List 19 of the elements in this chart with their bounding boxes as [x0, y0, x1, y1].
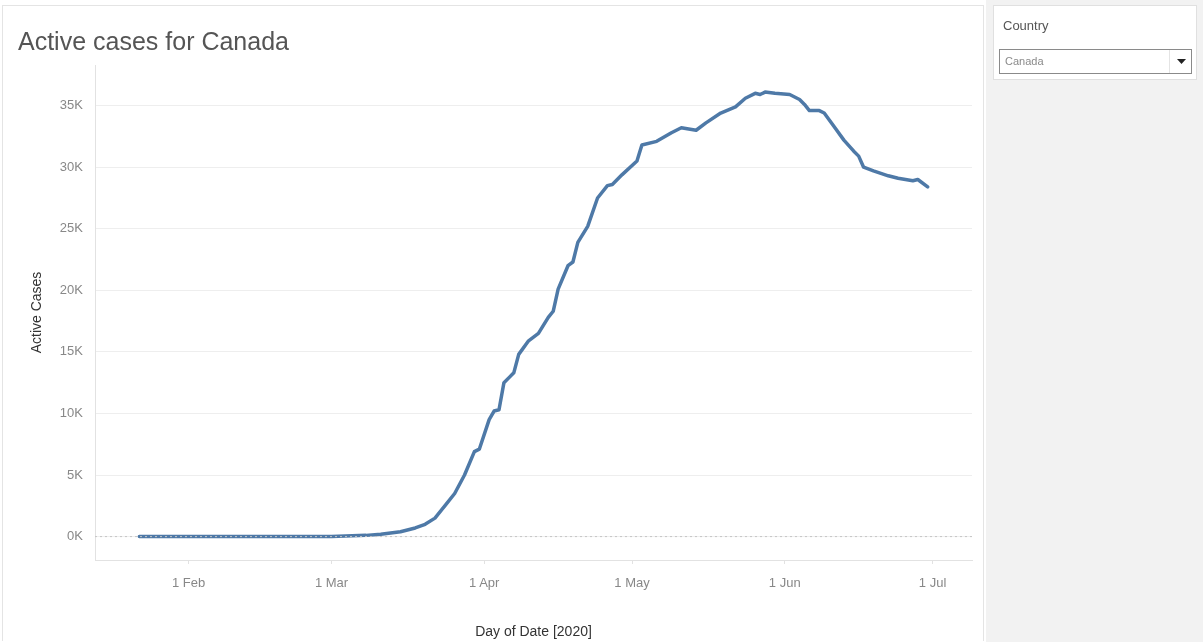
text: Country	[1003, 18, 1049, 33]
x-axis-title: Day of Date [2020]	[475, 623, 592, 640]
y-tick-label: 0K	[67, 528, 84, 544]
y-tick-label: 20K	[59, 281, 84, 297]
y-tick-label: 35K	[59, 97, 84, 113]
x-tick-label: 1 Feb	[171, 575, 206, 591]
y-tick-label: 25K	[59, 220, 84, 236]
chart-title: Active cases for Canada	[18, 26, 289, 56]
x-tick-label: 1 Jun	[768, 575, 801, 591]
y-tick-label: 30K	[59, 158, 84, 174]
x-tick-label: 1 Mar	[314, 575, 349, 591]
y-tick-label: 15K	[59, 343, 84, 359]
y-tick-label: 5K	[67, 466, 84, 482]
x-tick-label: 1 Jul	[918, 575, 947, 591]
x-tick-label: 1 Apr	[469, 575, 501, 591]
y-axis-title: Active Cases	[28, 271, 45, 354]
y-tick-label: 10K	[59, 405, 84, 421]
x-tick-label: 1 May	[614, 575, 651, 591]
country-dropdown: Canada	[999, 49, 1192, 74]
